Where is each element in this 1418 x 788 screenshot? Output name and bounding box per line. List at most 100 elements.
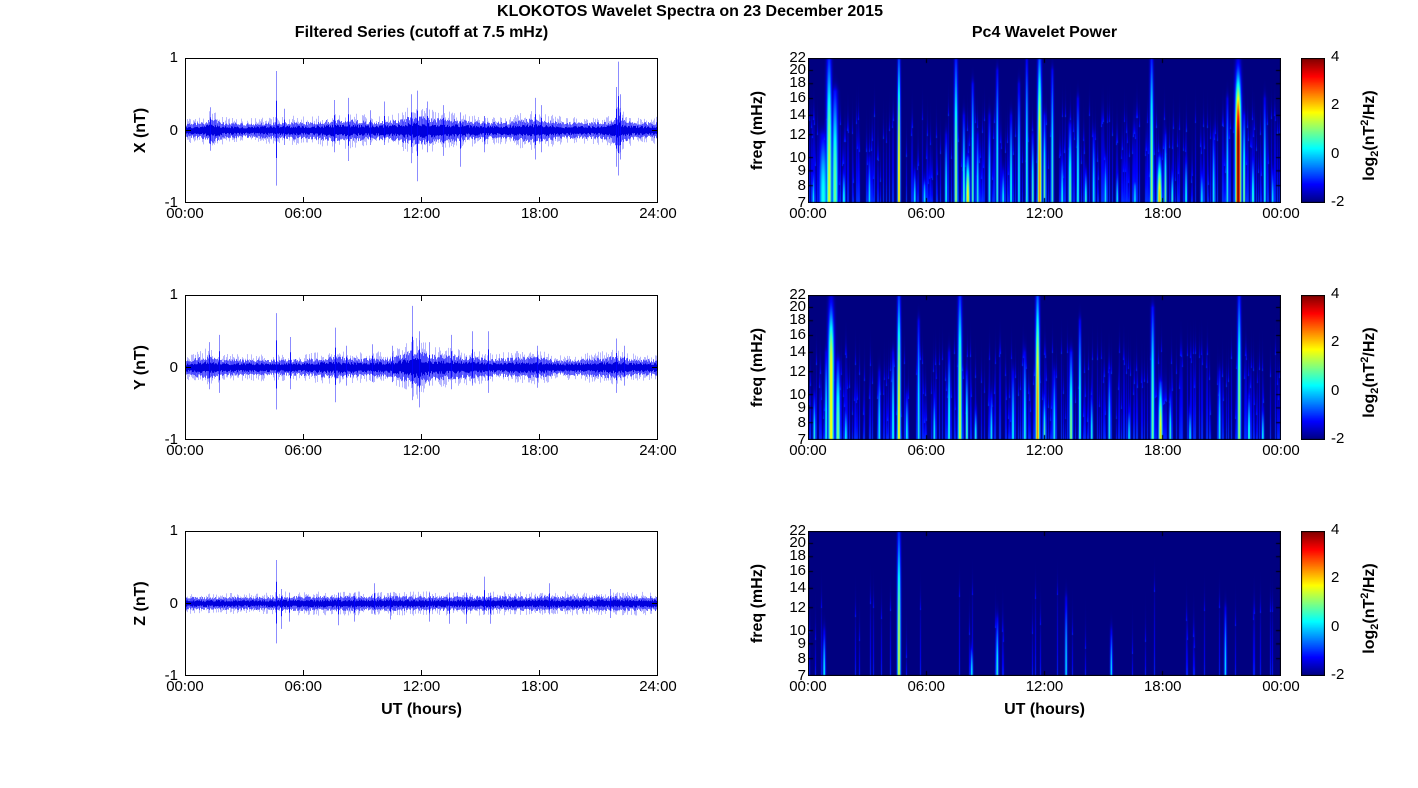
freq-tick-label: 10	[789, 148, 806, 166]
colorbar-label-text: /Hz)	[1361, 563, 1378, 593]
colorbar-tick-label: 4	[1331, 285, 1340, 302]
freq-tick-label: 20	[789, 534, 806, 552]
time-tick-label: 12:00	[402, 678, 441, 695]
colorbar-axis-label: log2(nT2/Hz)	[1356, 63, 1385, 208]
colorbar-tick-label: 2	[1331, 96, 1340, 114]
freq-tick-label: 14	[789, 106, 806, 124]
freq-tick-label: 20	[789, 61, 806, 79]
freq-axis-label: freq (mHz)	[749, 327, 766, 408]
time-tick-label: 24:00	[639, 205, 677, 222]
colorbar-tick-label: -2	[1331, 430, 1345, 447]
colorbar-axis-label: log2(nT2/Hz)	[1356, 300, 1385, 445]
time-tick-label: 18:00	[520, 442, 559, 459]
left-column-title: Filtered Series (cutoff at 7.5 mHz)	[294, 24, 549, 41]
time-tick-label: 18:00	[520, 205, 559, 222]
colorbar-gradient-canvas	[1301, 58, 1325, 203]
colorbar-label-subscript: 2	[1369, 387, 1381, 394]
freq-tick-label: 16	[789, 89, 806, 107]
colorbar-axis-label: log2(nT2/Hz)	[1356, 536, 1385, 681]
freq-tick-label: 8	[797, 650, 806, 668]
row-z: Z (nT) 1 0 -1 00:00 06:00 12:00 18:00 24:00 fr…	[0, 521, 1418, 718]
colorbar-label-text: /Hz)	[1361, 90, 1378, 120]
time-tick-label: 18:00	[1143, 205, 1182, 222]
colorbar-label-text: log	[1361, 156, 1378, 181]
freq-tick-label: 12	[789, 362, 806, 380]
x-axis-label-right: UT (hours)	[1004, 701, 1085, 718]
time-tick-label: 18:00	[1143, 678, 1182, 695]
time-tick-label: 12:00	[402, 205, 441, 222]
y-axis-label-x: X (nT)	[132, 107, 149, 154]
y-wavelet-power-spectrogram-canvas	[808, 295, 1281, 440]
freq-tick-label: 10	[789, 385, 806, 403]
time-tick-label: 00:00	[789, 205, 827, 222]
time-tick-label: 00:00	[789, 678, 827, 695]
freq-tick-label: 9	[797, 635, 806, 653]
time-tick-label: 12:00	[1025, 442, 1064, 459]
freq-tick-label: 12	[789, 598, 806, 616]
time-tick-label: 06:00	[907, 205, 946, 222]
freq-tick-label: 7	[797, 667, 806, 684]
z-filtered-series-canvas	[185, 531, 658, 676]
freq-tick-label: 14	[789, 343, 806, 361]
colorbar-tick-label: 0	[1331, 381, 1340, 399]
time-tick-label: 00:00	[789, 442, 827, 459]
freq-axis-label: freq (mHz)	[749, 90, 766, 171]
freq-tick-label: 9	[797, 399, 806, 417]
freq-tick-label: 16	[789, 562, 806, 580]
time-tick-label: 12:00	[1025, 678, 1064, 695]
time-tick-label: 00:00	[1262, 205, 1300, 222]
freq-tick-label: 10	[789, 621, 806, 639]
freq-tick-label: 18	[789, 547, 806, 565]
x-filtered-series-canvas	[185, 58, 658, 203]
freq-tick-label: 16	[789, 326, 806, 344]
row-y: Y (nT) 1 0 -1 00:00 06:00 12:00 18:00 24:00 fr…	[0, 285, 1418, 459]
colorbar-gradient-canvas	[1301, 531, 1325, 676]
colorbar-gradient-canvas	[1301, 295, 1325, 440]
colorbar-label-text: (nT	[1361, 125, 1378, 151]
freq-tick-label: 12	[789, 125, 806, 143]
freq-tick-label: 20	[789, 298, 806, 316]
time-tick-label: 12:00	[402, 442, 441, 459]
time-tick-label: 00:00	[166, 442, 204, 459]
colorbar-tick-label: 0	[1331, 144, 1340, 162]
freq-axis-label: freq (mHz)	[749, 563, 766, 644]
colorbar-label-subscript: 2	[1369, 623, 1381, 630]
freq-tick-label: 22	[789, 49, 806, 66]
freq-tick-label: 9	[797, 162, 806, 180]
time-tick-label: 24:00	[639, 442, 677, 459]
colorbar-tick-label: 2	[1331, 333, 1340, 351]
freq-tick-label: 7	[797, 431, 806, 448]
colorbar-label-superscript: 2	[1359, 356, 1371, 363]
y-axis-label-z: Z (nT)	[132, 581, 149, 626]
colorbar-label-subscript: 2	[1369, 150, 1381, 157]
time-tick-label: 18:00	[520, 678, 559, 695]
time-tick-label: 00:00	[1262, 442, 1300, 459]
colorbar-label-superscript: 2	[1359, 119, 1371, 126]
z-wavelet-power-spectrogram-canvas	[808, 531, 1281, 676]
colorbar-tick-label: 0	[1331, 617, 1340, 635]
right-column-title: Pc4 Wavelet Power	[971, 24, 1118, 41]
freq-tick-label: 18	[789, 311, 806, 329]
time-tick-label: 06:00	[284, 678, 323, 695]
time-tick-label: 00:00	[1262, 678, 1300, 695]
freq-tick-label: 22	[789, 286, 806, 303]
colorbar-label-text: (nT	[1361, 362, 1378, 388]
colorbar-tick-label: 4	[1331, 48, 1340, 65]
freq-tick-label: 8	[797, 414, 806, 432]
colorbar-tick-label: -2	[1331, 193, 1345, 210]
y-axis-label-y: Y (nT)	[132, 344, 149, 391]
colorbar-label-text: (nT	[1361, 598, 1378, 624]
time-tick-label: 12:00	[1025, 205, 1064, 222]
time-tick-label: 00:00	[166, 678, 204, 695]
colorbar-tick-label: 4	[1331, 521, 1340, 538]
freq-tick-label: 8	[797, 177, 806, 195]
x-axis-label-left: UT (hours)	[381, 701, 462, 718]
colorbar-label-text: log	[1361, 393, 1378, 418]
colorbar-tick-label: 2	[1331, 569, 1340, 587]
time-tick-label: 24:00	[639, 678, 677, 695]
freq-tick-label: 7	[797, 194, 806, 211]
row-x: X (nT) 1 0 -1 00:00 06:00 12:00 18:00 24:00 fr…	[0, 48, 1418, 222]
figure-title: KLOKOTOS Wavelet Spectra on 23 December …	[497, 3, 883, 20]
freq-tick-label: 14	[789, 579, 806, 597]
